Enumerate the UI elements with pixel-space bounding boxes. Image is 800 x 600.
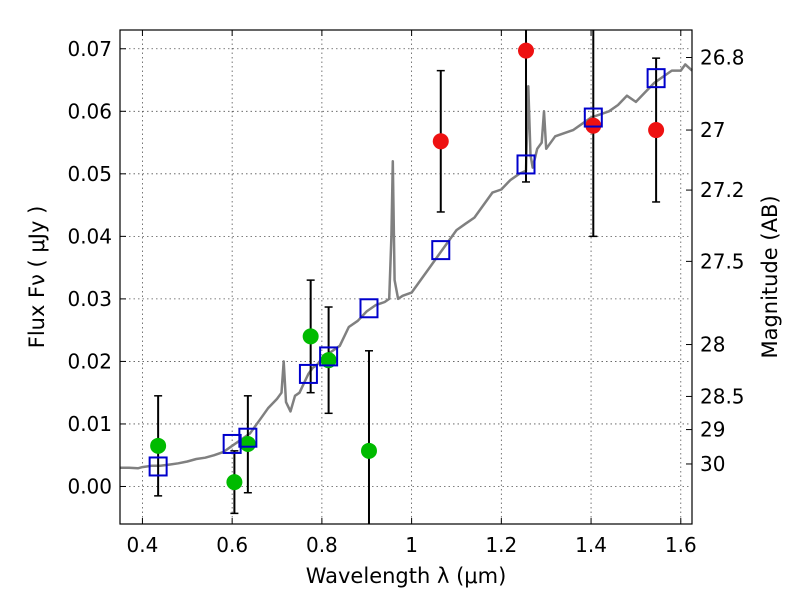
y2-tick-label: 28: [700, 333, 725, 357]
y-tick-label: 0.05: [67, 162, 112, 186]
x-tick-label: 0.6: [216, 533, 248, 557]
x-tick-label: 1.2: [485, 533, 517, 557]
y-tick-label: 0.07: [67, 37, 112, 61]
green-data-point: [320, 352, 337, 369]
green-data-point: [150, 437, 167, 454]
y2-tick-label: 28.5: [700, 384, 745, 408]
model-square-point: [359, 298, 379, 319]
model-square-point: [431, 240, 451, 261]
y2-axis-label: Magnitude (AB): [758, 195, 782, 358]
y-tick-label: 0.06: [67, 99, 112, 123]
model-square-point: [319, 346, 339, 367]
model-square-point: [222, 433, 242, 454]
model-square-point: [646, 68, 666, 89]
y-tick-label: 0.00: [67, 474, 112, 498]
model-spectrum-line: [120, 63, 693, 470]
green-data-point: [226, 474, 243, 491]
y-tick-label: 0.03: [67, 287, 112, 311]
x-tick-label: 1.4: [575, 533, 607, 557]
model-spectrum-group: [120, 63, 693, 470]
x-tick-label: 0.4: [127, 533, 159, 557]
y-tick-label: 0.02: [67, 349, 112, 373]
green-data-point: [302, 328, 319, 345]
y-axis-label: Flux Fν ( μJy ): [25, 206, 49, 349]
x-tick-label: 1: [405, 533, 418, 557]
model-square-point: [298, 363, 318, 384]
ticks-group: 0.4 0.6 0.8 1 1.2 1.4 1.6 0.00 0.01 0.02 0.03 0.04 0…: [67, 30, 745, 557]
y2-tick-label: 26.8: [700, 46, 745, 70]
y2-tick-label: 27: [700, 118, 725, 142]
plot-frame: [119, 29, 693, 525]
grid-lines: [120, 30, 692, 524]
y2-tick-label: 27.5: [700, 249, 745, 273]
y-tick-label: 0.04: [67, 224, 112, 248]
y2-tick-label: 29: [700, 418, 725, 442]
y2-tick-label: 30: [700, 452, 725, 476]
y-tick-label: 0.01: [67, 412, 112, 436]
model-square-point: [516, 154, 536, 175]
x-tick-label: 1.6: [665, 533, 697, 557]
x-axis-label: Wavelength λ (μm): [306, 564, 507, 588]
model-squares-group: [148, 68, 666, 477]
model-square-point: [148, 456, 168, 477]
green-points-group: [150, 328, 377, 491]
red-data-point: [518, 42, 535, 59]
model-square-point: [583, 107, 603, 128]
errorbars-group: [154, 30, 661, 524]
model-square-point: [238, 427, 258, 448]
green-data-point: [360, 442, 377, 459]
red-data-point: [648, 122, 665, 139]
y2-tick-label: 27.2: [700, 178, 745, 202]
x-tick-label: 0.8: [306, 533, 338, 557]
red-data-point: [432, 133, 449, 150]
green-data-point: [239, 435, 256, 452]
